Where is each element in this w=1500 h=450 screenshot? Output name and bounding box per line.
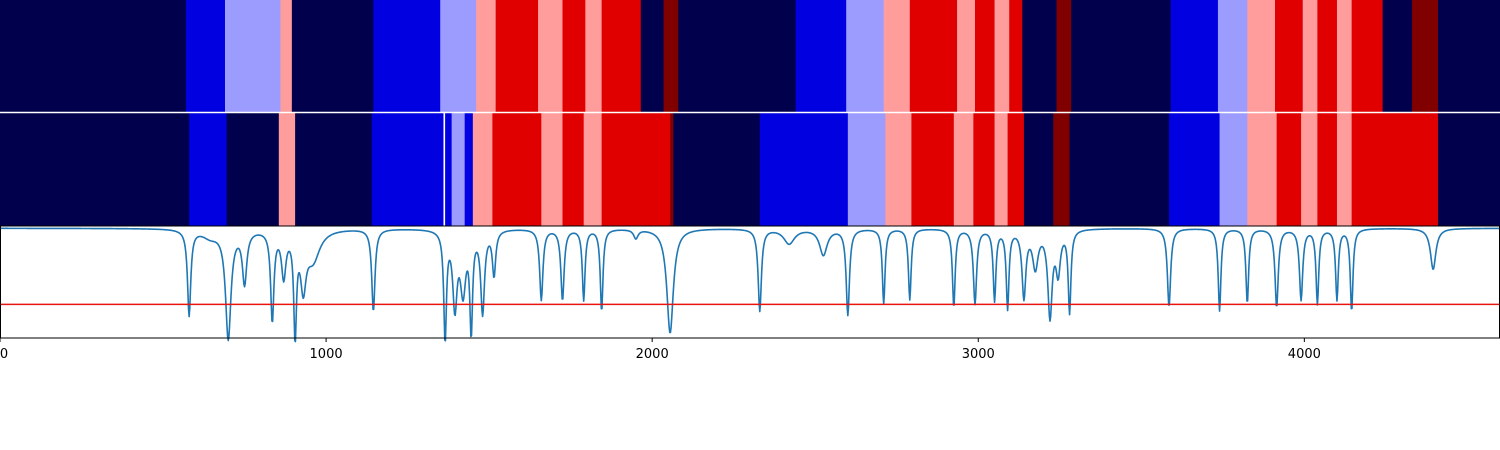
track1-segment-4 — [291, 0, 374, 112]
track2-segment-6 — [443, 113, 446, 226]
track2-segment-33 — [1301, 113, 1318, 226]
track2-segment-29 — [1169, 113, 1220, 226]
track1-segment-25 — [1056, 0, 1072, 112]
track1-segment-20 — [957, 0, 976, 112]
track2-segment-8 — [451, 113, 466, 226]
x-tick-label: 4000 — [1288, 347, 1321, 362]
segmentation-track-2 — [0, 113, 1500, 226]
track2-segment-25 — [1007, 113, 1025, 226]
x-tick-label: 1000 — [310, 347, 343, 362]
track2-segment-5 — [371, 113, 444, 226]
track2-segment-14 — [583, 113, 603, 226]
track2-segment-4 — [295, 113, 373, 226]
track1-segment-2 — [225, 0, 281, 112]
track1-segment-13 — [640, 0, 664, 112]
track1-segment-1 — [185, 0, 226, 112]
track2-segment-19 — [847, 113, 886, 226]
track2-segment-35 — [1336, 113, 1353, 226]
track1-segment-21 — [975, 0, 995, 112]
track2-segment-26 — [1023, 113, 1054, 226]
track2-segment-21 — [911, 113, 955, 226]
track1-segment-5 — [373, 0, 441, 112]
track2-segment-32 — [1276, 113, 1302, 226]
track2-segment-0 — [0, 113, 190, 226]
track1-segment-12 — [601, 0, 642, 112]
track2-segment-20 — [885, 113, 912, 226]
track2-segment-22 — [953, 113, 974, 226]
track1-segment-3 — [280, 0, 293, 112]
track2-segment-9 — [464, 113, 474, 226]
x-axis: 0 1000 2000 3000 4000 — [0, 338, 1321, 362]
track2-segment-36 — [1351, 113, 1439, 226]
track1-segment-22 — [994, 0, 1010, 112]
track1-segment-9 — [538, 0, 563, 112]
track2-segment-13 — [562, 113, 585, 226]
track1-segment-16 — [795, 0, 847, 112]
track1-segment-30 — [1275, 0, 1304, 112]
x-tick-label: 0 — [0, 347, 8, 362]
track2-segment-12 — [541, 113, 563, 226]
x-tick-label: 2000 — [636, 347, 669, 362]
track1-segment-32 — [1317, 0, 1338, 112]
track1-segment-7 — [476, 0, 497, 112]
track2-segment-7 — [445, 113, 453, 226]
track2-segment-18 — [759, 113, 849, 226]
track1-segment-24 — [1022, 0, 1057, 112]
x-tick-label: 3000 — [962, 347, 995, 362]
track1-segment-19 — [909, 0, 958, 112]
track1-segment-26 — [1071, 0, 1172, 112]
track2-segment-1 — [189, 113, 228, 226]
track2-segment-28 — [1069, 113, 1170, 226]
track1-segment-11 — [585, 0, 603, 112]
track1-segment-0 — [0, 0, 187, 112]
track1-segment-34 — [1351, 0, 1384, 112]
track2-segment-23 — [973, 113, 995, 226]
track1-segment-37 — [1438, 0, 1500, 112]
track1-segment-10 — [562, 0, 586, 112]
track2-segment-34 — [1317, 113, 1338, 226]
signal-series-line — [0, 227, 1500, 343]
track2-segment-31 — [1247, 113, 1278, 226]
track1-segment-17 — [846, 0, 885, 112]
track2-segment-3 — [278, 113, 296, 226]
track2-segment-37 — [1438, 113, 1500, 226]
track2-segment-11 — [492, 113, 542, 226]
track2-segment-17 — [673, 113, 761, 226]
track1-segment-29 — [1247, 0, 1276, 112]
track2-segment-27 — [1053, 113, 1070, 226]
track1-segment-31 — [1302, 0, 1318, 112]
track1-segment-15 — [678, 0, 797, 112]
track1-segment-8 — [495, 0, 539, 112]
track2-segment-2 — [226, 113, 280, 226]
track2-segment-16 — [670, 113, 674, 226]
track2-segment-24 — [994, 113, 1009, 226]
track2-segment-15 — [601, 113, 671, 226]
segmentation-track-1 — [0, 0, 1500, 112]
track1-segment-18 — [883, 0, 911, 112]
track1-segment-27 — [1170, 0, 1219, 112]
track1-segment-36 — [1411, 0, 1439, 112]
track2-segment-30 — [1219, 113, 1248, 226]
track1-segment-14 — [663, 0, 679, 112]
signal-plot — [0, 227, 1500, 343]
track1-segment-6 — [440, 0, 477, 112]
track1-segment-33 — [1336, 0, 1353, 112]
track1-segment-35 — [1382, 0, 1413, 112]
track1-segment-23 — [1009, 0, 1023, 112]
track1-segment-28 — [1217, 0, 1248, 112]
track2-segment-10 — [472, 113, 493, 226]
